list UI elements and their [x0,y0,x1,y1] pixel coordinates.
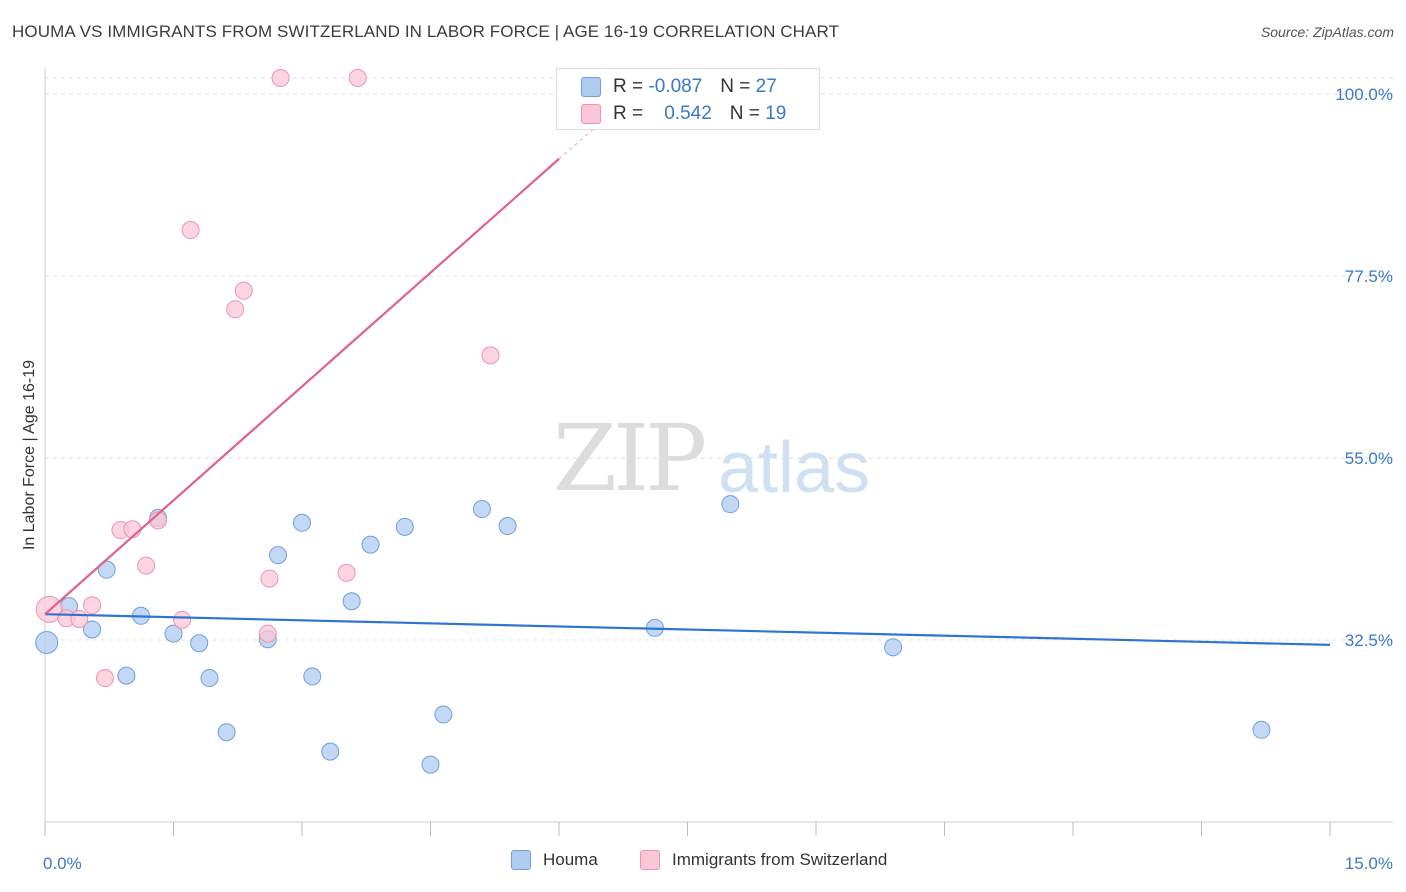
legend-switzerland-label: Immigrants from Switzerland [672,850,888,869]
switzerland-point-12 [234,281,253,300]
houma-point-13 [293,513,311,532]
switzerland-point-17 [348,69,367,87]
switzerland-point-15 [271,69,290,87]
switzerland-point-4 [95,669,114,688]
houma-point-12 [269,546,288,565]
switzerland-n-label: N = [729,103,760,124]
houma-point-24 [721,495,740,514]
watermark-atlas: atlas [718,428,871,508]
stats-row-houma: R = -0.087 N = 27 [581,75,777,99]
houma-point-17 [361,535,380,554]
houma-point-25 [884,638,903,657]
houma-point-8 [190,634,209,653]
switzerland-point-3 [83,596,102,615]
houma-point-15 [321,742,340,761]
bottom-legend: Houma Immigrants from Switzerland [0,850,1406,880]
switzerland-point-16 [337,563,356,582]
houma-point-7 [164,624,183,643]
houma-trend-line [44,613,1331,646]
switzerland-point-2 [70,610,89,629]
source-label: Source: ZipAtlas.com [1260,24,1394,40]
x-tick-label-0: 0.0% [43,854,82,873]
switzerland-n-value: 19 [765,103,787,124]
houma-point-22 [498,517,517,536]
switzerland-r-value: 0.542 [664,103,712,124]
houma-point-18 [395,517,414,536]
switzerland-swatch [581,104,601,124]
houma-point-19 [421,755,440,774]
switzerland-point-18 [481,346,500,365]
switzerland-point-14 [260,569,279,588]
houma-point-20 [434,705,453,724]
houma-point-4 [117,666,136,685]
switzerland-point-7 [137,556,156,575]
switzerland-point-13 [258,624,277,643]
y-tick-label-3: 100.0% [1335,85,1393,104]
switzerland-point-10 [181,221,200,240]
legend-switzerland-swatch [640,850,660,870]
legend-houma-label: Houma [543,850,598,869]
switzerland-point-9 [173,610,192,629]
houma-point-14 [303,667,322,686]
legend-item-houma[interactable]: Houma [511,850,598,870]
switzerland-trend-line [44,158,560,615]
houma-n-value: 27 [755,76,777,97]
houma-r-value: -0.087 [648,76,703,97]
stats-legend-box: R = -0.087 N = 27 R = 0.542 N = 19 [556,68,820,130]
switzerland-r-label: R = [613,103,644,124]
x-tick-label-1: 15.0% [1345,854,1393,873]
houma-r-label: R = [613,76,644,97]
switzerland-point-11 [226,300,245,319]
houma-point-21 [472,500,491,519]
chart-title: HOUMA VS IMMIGRANTS FROM SWITZERLAND IN … [12,22,840,41]
houma-n-label: N = [720,76,751,97]
legend-item-switzerland[interactable]: Immigrants from Switzerland [640,850,887,870]
houma-point-16 [342,592,361,611]
legend-houma-swatch [511,850,531,870]
houma-point-26 [1252,720,1271,739]
stats-row-switzerland: R = 0.542 N = 19 [581,102,786,126]
y-tick-label-2: 77.5% [1345,267,1393,286]
y-tick-label-0: 32.5% [1345,631,1393,650]
houma-point-0 [35,630,59,654]
houma-point-10 [217,723,236,742]
houma-point-3 [97,560,116,579]
switzerland-point-6 [123,520,142,539]
y-tick-label-1: 55.0% [1345,449,1393,468]
houma-point-9 [200,669,219,688]
houma-swatch [581,77,601,97]
houma-point-2 [83,620,102,639]
